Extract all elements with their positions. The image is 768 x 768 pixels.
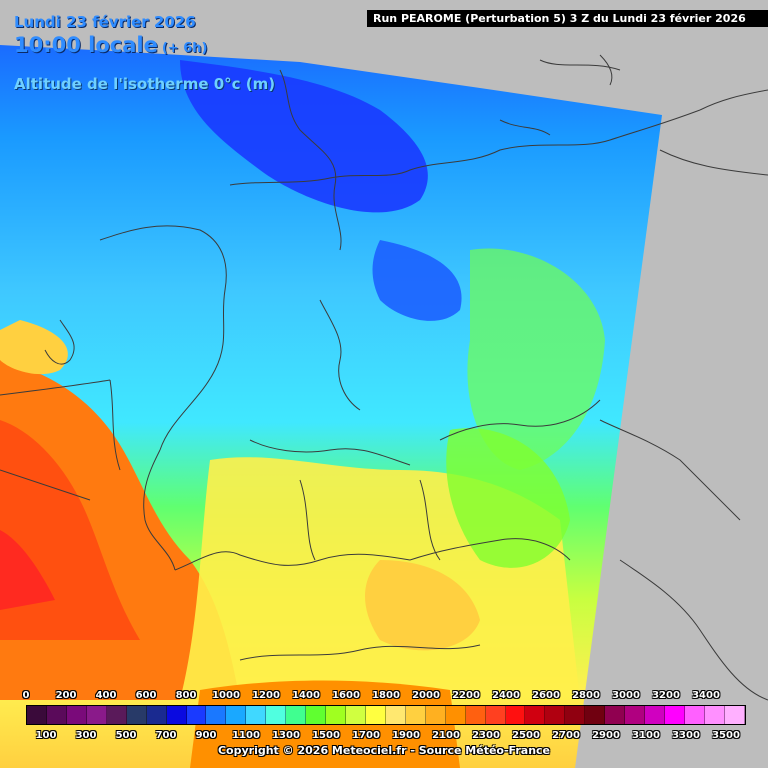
legend-tick-bottom: 2900 — [592, 730, 620, 741]
legend-tick-top: 200 — [55, 690, 77, 701]
legend-tick-bottom: 1700 — [352, 730, 380, 741]
legend-swatch — [565, 706, 586, 724]
legend-tick-top: 2200 — [452, 690, 480, 701]
legend-swatch — [246, 706, 267, 724]
legend-tick-top: 2600 — [532, 690, 560, 701]
legend-swatch — [146, 706, 167, 724]
legend-tick-bottom: 3300 — [672, 730, 700, 741]
legend-tick-top: 1400 — [292, 690, 320, 701]
legend-swatch — [46, 706, 67, 724]
legend-tick-top: 2800 — [572, 690, 600, 701]
legend-tick-top: 3000 — [612, 690, 640, 701]
legend-swatch — [425, 706, 446, 724]
legend-tick-bottom: 100 — [35, 730, 57, 741]
legend-swatch — [385, 706, 406, 724]
country-borders — [0, 54, 768, 701]
legend-tick-top: 400 — [95, 690, 117, 701]
parameter-title: Altitude de l'isotherme 0°c (m) — [14, 75, 276, 93]
legend-swatch — [365, 706, 386, 724]
legend-swatch — [286, 706, 307, 724]
legend-tick-top: 3400 — [692, 690, 720, 701]
legend-tick-top: 1800 — [372, 690, 400, 701]
legend-tick-bottom: 700 — [155, 730, 177, 741]
legend-swatch — [724, 706, 745, 724]
forecast-date: Lundi 23 février 2026 — [14, 13, 196, 31]
legend-swatch — [645, 706, 665, 724]
legend-tick-bottom: 3100 — [632, 730, 660, 741]
legend-tick-bottom: 2700 — [552, 730, 580, 741]
legend-tick-top: 2000 — [412, 690, 440, 701]
legend-tick-bottom: 2100 — [432, 730, 460, 741]
legend-swatch — [485, 706, 506, 724]
legend-color-bar — [26, 705, 746, 725]
legend-tick-bottom: 900 — [195, 730, 217, 741]
legend-tick-bottom: 2300 — [472, 730, 500, 741]
legend-swatch — [346, 706, 366, 724]
legend-swatch — [445, 706, 466, 724]
legend-swatch — [86, 706, 107, 724]
legend-tick-top: 1600 — [332, 690, 360, 701]
time-offset: (+ 6h) — [161, 41, 208, 56]
legend-swatch — [186, 706, 207, 724]
legend-swatch — [505, 706, 526, 724]
legend-swatch — [106, 706, 127, 724]
color-legend: 0 200 400 600 800 1000 1200 1400 1600 1800 2000 220… — [0, 688, 768, 768]
legend-swatch — [545, 706, 566, 724]
legend-swatch — [465, 706, 486, 724]
legend-swatch — [625, 706, 646, 724]
legend-swatch — [206, 706, 227, 724]
legend-swatch — [266, 706, 287, 724]
legend-swatch — [226, 706, 247, 724]
legend-tick-bottom: 1300 — [272, 730, 300, 741]
legend-swatch — [525, 706, 546, 724]
legend-swatch — [326, 706, 346, 724]
legend-tick-bottom: 300 — [75, 730, 97, 741]
legend-tick-bottom: 500 — [115, 730, 137, 741]
local-time: 10:00 locale — [14, 33, 158, 57]
legend-tick-top: 3200 — [652, 690, 680, 701]
legend-swatch — [704, 706, 725, 724]
legend-tick-bottom: 2500 — [512, 730, 540, 741]
legend-swatch — [585, 706, 606, 724]
legend-swatch — [126, 706, 147, 724]
legend-tick-bottom: 3500 — [712, 730, 740, 741]
legend-swatch — [66, 706, 87, 724]
legend-tick-bottom: 1500 — [312, 730, 340, 741]
legend-tick-top: 0 — [22, 690, 30, 701]
legend-swatch — [665, 706, 685, 724]
legend-swatch — [684, 706, 705, 724]
forecast-time: 10:00 locale (+ 6h) — [14, 33, 207, 57]
legend-tick-bottom: 1100 — [232, 730, 260, 741]
legend-swatch — [166, 706, 187, 724]
legend-tick-bottom: 1900 — [392, 730, 420, 741]
legend-tick-top: 2400 — [492, 690, 520, 701]
legend-tick-top: 800 — [175, 690, 197, 701]
legend-tick-top: 1200 — [252, 690, 280, 701]
legend-swatch — [405, 706, 426, 724]
legend-swatch — [27, 706, 47, 724]
legend-swatch — [306, 706, 327, 724]
copyright-notice: Copyright © 2026 Meteociel.fr - Source M… — [217, 744, 551, 757]
run-info: Run PEAROME (Perturbation 5) 3 Z du Lund… — [367, 10, 768, 27]
legend-tick-top: 1000 — [212, 690, 240, 701]
legend-swatch — [605, 706, 626, 724]
legend-tick-top: 600 — [135, 690, 157, 701]
